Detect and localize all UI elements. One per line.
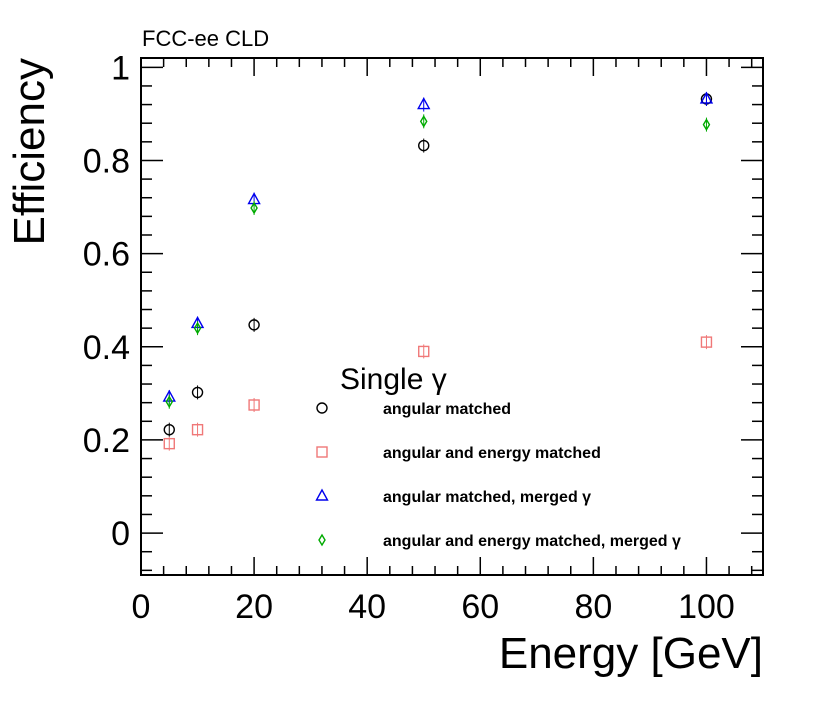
x-tick-label: 100 [678,588,735,626]
legend: Single γ angular matched angular and ener… [315,363,681,550]
y-tick-label: 1 [111,49,130,87]
data-point-triangle [699,91,714,104]
data-points [162,91,714,451]
legend-label: angular and energy matched, merged γ [383,533,681,550]
legend-item: angular and energy matched, merged γ [318,533,681,550]
experiment-tag: FCC-ee CLD [142,26,269,51]
x-tick-label: 20 [235,588,273,626]
legend-items: angular matched angular and energy matche… [315,401,681,550]
data-point-circle [191,386,204,399]
legend-item: angular and energy matched [316,445,601,462]
legend-marker-triangle [315,488,329,501]
data-point-circle [163,423,175,436]
legend-marker-diamond [318,533,326,547]
legend-item: angular matched [316,401,511,418]
legend-marker-square [316,446,328,458]
series-circle [163,91,713,437]
axis-ticks [140,58,763,575]
x-tick-label: 60 [461,588,499,626]
legend-marker-circle [316,402,328,414]
legend-title: Single γ [340,363,447,396]
legend-label: angular matched [383,401,511,418]
data-point-circle [418,139,430,152]
tick-labels: 0 20 40 60 80 100 0 0.2 0.4 0.6 0.8 1 [83,49,735,626]
y-tick-label: 0 [111,515,130,553]
y-tick-label: 0.4 [83,329,130,367]
data-point-diamond [193,321,202,335]
data-point-circle [248,319,260,331]
x-axis-title: Energy [GeV] [499,629,763,678]
x-tick-label: 0 [132,588,151,626]
data-point-square [700,336,713,348]
y-tick-label: 0.6 [83,236,130,274]
series-square [163,335,713,451]
data-point-triangle [417,97,431,110]
data-point-diamond [250,201,258,215]
data-point-diamond [419,114,428,128]
data-point-diamond [702,118,711,131]
legend-item: angular matched, merged γ [315,488,591,506]
data-point-square [248,399,260,411]
plot-frame [140,57,764,576]
y-tick-label: 0.8 [83,142,130,180]
x-tick-label: 80 [574,588,612,626]
y-axis-title: Efficiency [5,58,54,246]
y-tick-label: 0.2 [83,422,130,460]
data-point-diamond [165,395,174,409]
data-point-square [418,345,430,358]
data-point-square [163,437,175,450]
legend-label: angular matched, merged γ [383,489,591,506]
legend-label: angular and energy matched [383,445,601,462]
series-triangle [162,91,714,405]
x-tick-label: 40 [348,588,386,626]
data-point-square [191,423,204,436]
series-diamond [165,114,711,409]
